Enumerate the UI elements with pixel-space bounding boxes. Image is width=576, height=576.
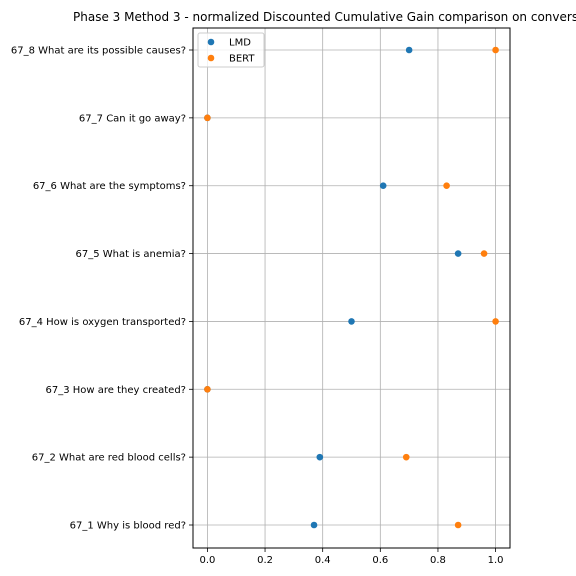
plot-frame	[192, 27, 511, 549]
legend-marker	[207, 54, 215, 62]
grid	[193, 28, 510, 548]
legend-label: BERT	[229, 54, 255, 65]
data-point	[379, 182, 387, 190]
series-bert	[204, 46, 499, 529]
data-point	[204, 385, 211, 393]
legend-marker	[207, 38, 215, 46]
x-tick-label: 0.2	[257, 555, 273, 566]
data-point	[402, 453, 410, 461]
data-point	[405, 46, 413, 54]
legend: LMD BERT	[197, 32, 265, 68]
y-tick-label: 67_1 Why is blood red?	[70, 521, 186, 532]
legend-label: LMD	[229, 38, 251, 49]
y-tick-label: 67_7 Can it go away?	[79, 113, 186, 124]
data-point	[492, 46, 499, 54]
data-point	[454, 521, 462, 529]
series-lmd	[204, 46, 462, 529]
y-tick-label: 67_6 What are the symptoms?	[33, 181, 186, 192]
x-tick-label: 0.6	[372, 555, 388, 566]
data-point	[310, 521, 318, 529]
y-axis-ticks: 67_1 Why is blood red? 67_2 What are red …	[11, 46, 193, 532]
data-points	[204, 46, 499, 529]
x-tick-label: 0.4	[315, 555, 331, 566]
y-tick-label: 67_5 What is anemia?	[76, 249, 186, 260]
data-point	[204, 114, 211, 122]
x-tick-label: 1.0	[488, 555, 504, 566]
data-point	[443, 182, 450, 190]
y-tick-label: 67_8 What are its possible causes?	[11, 46, 186, 57]
legend-box	[197, 32, 265, 68]
y-tick-label: 67_4 How is oxygen transported?	[19, 317, 186, 328]
chart-title: Phase 3 Method 3 - normalized Discounted…	[73, 10, 576, 24]
x-axis-ticks: 0.0 0.2 0.4 0.6 0.8 1.0	[199, 548, 504, 566]
data-point	[492, 318, 499, 325]
data-point	[348, 318, 355, 325]
data-point	[454, 250, 462, 257]
x-tick-label: 0.0	[199, 555, 215, 566]
y-tick-label: 67_3 How are they created?	[45, 385, 186, 396]
data-point	[316, 453, 324, 461]
x-tick-label: 0.8	[430, 555, 446, 566]
data-point	[480, 250, 488, 257]
y-tick-label: 67_2 What are red blood cells?	[32, 453, 186, 464]
